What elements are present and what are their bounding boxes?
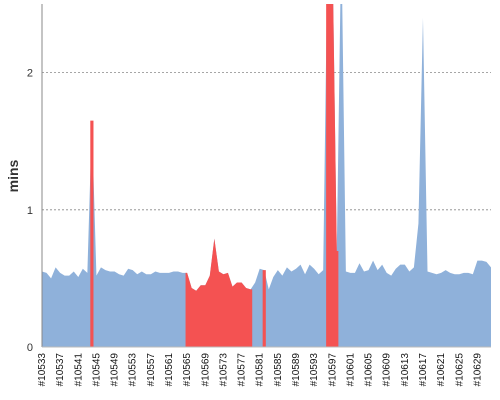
x-tick-label: #10625 [454, 353, 465, 387]
x-tick-label: #10593 [309, 353, 320, 387]
x-tick-label: #10545 [91, 353, 102, 387]
highlighted-region [326, 4, 339, 347]
x-tick-label: #10581 [255, 353, 266, 387]
x-tick-label: #10561 [164, 353, 175, 387]
y-axis-title: mins [5, 159, 21, 192]
y-grid-lines [42, 72, 491, 211]
x-tick-label: #10617 [418, 353, 429, 387]
y-tick-labels: 0 1 2 [27, 68, 33, 354]
x-tick-label: #10601 [345, 353, 356, 387]
x-tick-label: #10629 [472, 353, 483, 387]
x-tick-label: #10577 [237, 353, 248, 387]
x-tick-label: #10613 [400, 353, 411, 387]
highlighted-region [185, 238, 253, 347]
x-tick-label: #10589 [291, 353, 302, 387]
highlighted-region [262, 270, 266, 347]
x-tick-label: #10621 [436, 353, 447, 387]
y-tick-label: 1 [27, 205, 33, 217]
x-tick-label: #10537 [55, 353, 66, 387]
x-tick-label: #10553 [128, 353, 139, 387]
x-tick-labels: #10533 #10537 #10541 #10545 #10549 #10553 #105… [37, 353, 483, 387]
x-tick-label: #10609 [382, 353, 393, 387]
x-tick-label: #10569 [200, 353, 211, 387]
x-tick-label: #10541 [73, 353, 84, 387]
highlighted-region [90, 120, 94, 348]
area-series [42, 4, 491, 347]
y-tick-label: 2 [27, 68, 33, 80]
highlighted-regions [90, 4, 339, 348]
x-tick-label: #10557 [146, 353, 157, 387]
x-tick-label: #10573 [218, 353, 229, 387]
y-tick-label: 0 [27, 342, 33, 354]
x-tick-label: #10565 [182, 353, 193, 387]
x-tick-label: #10597 [327, 353, 338, 387]
x-tick-label: #10533 [37, 353, 48, 387]
x-tick-label: #10605 [364, 353, 375, 387]
x-tick-label: #10549 [110, 353, 121, 387]
x-tick-label: #10585 [273, 353, 284, 387]
